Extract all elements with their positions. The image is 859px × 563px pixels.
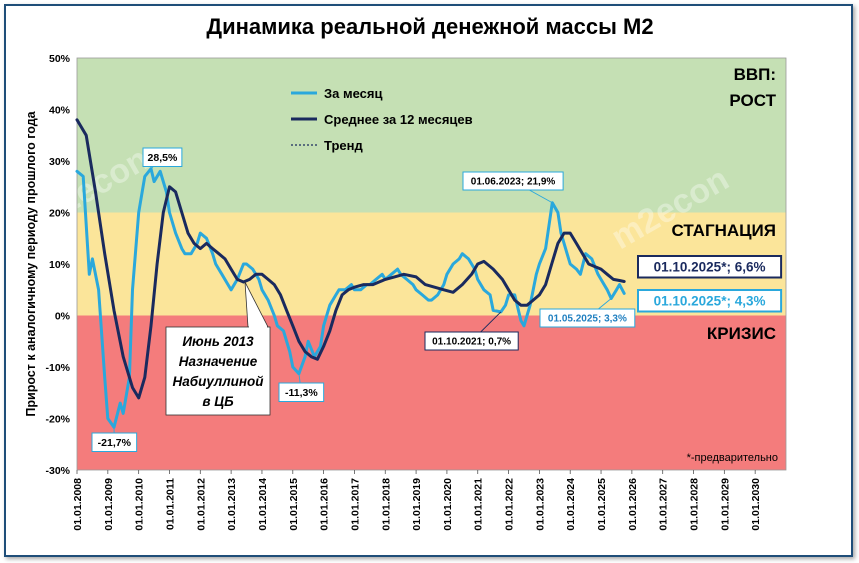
- y-tick-label: 20%: [49, 208, 71, 220]
- annotation-box-0: [142, 147, 183, 167]
- footnote: *-предварительно: [687, 452, 778, 464]
- annotation-box-1: [91, 432, 138, 452]
- annotation-box-2: [278, 382, 325, 402]
- plot-area-border: [76, 57, 787, 471]
- x-tick-label: 01.01.2015: [288, 478, 300, 531]
- annotation-box-6: [637, 255, 783, 279]
- annotation-label-2: -11,3%: [285, 387, 318, 399]
- legend-label-0: За месяц: [324, 86, 382, 101]
- y-tick-label: 10%: [49, 259, 71, 271]
- x-tick-label: 01.01.2029: [719, 478, 731, 531]
- x-tick-label: 01.01.2008: [72, 478, 84, 531]
- annotation-box-5: [539, 308, 636, 328]
- annotation-label-5: 01.05.2025; 3,3%: [548, 314, 627, 325]
- annotation-label-1: -21,7%: [98, 437, 132, 449]
- y-tick-label: 50%: [49, 53, 71, 65]
- x-tick-label: 01.01.2030: [750, 478, 762, 531]
- x-tick-label: 01.01.2012: [195, 478, 207, 531]
- chart-title: Динамика реальной денежной массы М2: [206, 14, 653, 39]
- y-tick-label: 0%: [55, 311, 71, 323]
- x-tick-label: 01.01.2026: [627, 478, 639, 531]
- legend-label-2: Тренд: [324, 138, 363, 153]
- x-tick-label: 01.01.2022: [504, 478, 516, 531]
- legend-label-1: Среднее за 12 месяцев: [324, 112, 473, 127]
- annotation-label-6: 01.10.2025*; 6,6%: [654, 260, 766, 275]
- y-tick-label: -20%: [45, 414, 70, 426]
- x-tick-label: 01.01.2021: [473, 478, 485, 531]
- annotation-label-7: 01.10.2025*; 4,3%: [654, 294, 766, 309]
- annotation-box-4: [424, 331, 519, 351]
- x-tick-label: 01.01.2010: [134, 478, 146, 531]
- x-tick-label: 01.01.2009: [103, 478, 115, 531]
- annotation-label-0: 28,5%: [148, 152, 178, 164]
- zone-label-stagnation: СТАГНАЦИЯ: [672, 221, 777, 240]
- zone-label-crisis: КРИЗИС: [707, 324, 776, 343]
- x-tick-label: 01.01.2011: [164, 478, 176, 530]
- x-tick-label: 01.01.2024: [565, 478, 577, 531]
- x-tick-label: 01.01.2027: [658, 478, 670, 531]
- zone-band-0: [77, 58, 786, 213]
- x-tick-label: 01.01.2016: [319, 478, 331, 531]
- x-tick-label: 01.01.2025: [596, 478, 608, 531]
- y-axis-label: Прирост к аналогичному периоду прошлого …: [24, 110, 38, 416]
- series-line-1: [75, 118, 626, 400]
- annotation-label-4: 01.10.2021; 0,7%: [432, 337, 511, 348]
- x-tick-label: 01.01.2014: [257, 478, 269, 531]
- y-tick-label: 40%: [49, 105, 71, 117]
- callout-line-0: Июнь 2013: [182, 334, 254, 349]
- zone-label-growth-2: РОСТ: [729, 91, 776, 110]
- annotation-box-7: [637, 289, 783, 313]
- x-tick-label: 01.01.2023: [534, 478, 546, 531]
- zone-label-growth: ВВП:: [734, 65, 776, 84]
- callout-line-1: Назначение: [179, 354, 258, 369]
- x-tick-label: 01.01.2018: [380, 478, 392, 531]
- callout-box: [165, 326, 271, 416]
- x-tick-label: 01.01.2017: [349, 478, 361, 531]
- y-tick-label: -30%: [45, 465, 70, 477]
- x-tick-label: 01.01.2019: [411, 478, 423, 531]
- annotation-label-3: 01.06.2023; 21,9%: [471, 177, 556, 188]
- callout-line-2: Набиуллиной: [172, 374, 264, 389]
- y-tick-label: 30%: [49, 156, 71, 168]
- callout-line-3: в ЦБ: [202, 394, 234, 409]
- x-tick-label: 01.01.2020: [442, 478, 454, 531]
- y-tick-label: -10%: [45, 362, 70, 374]
- x-tick-label: 01.01.2028: [689, 478, 701, 531]
- x-tick-label: 01.01.2013: [226, 478, 238, 531]
- annotation-box-3: [462, 171, 564, 191]
